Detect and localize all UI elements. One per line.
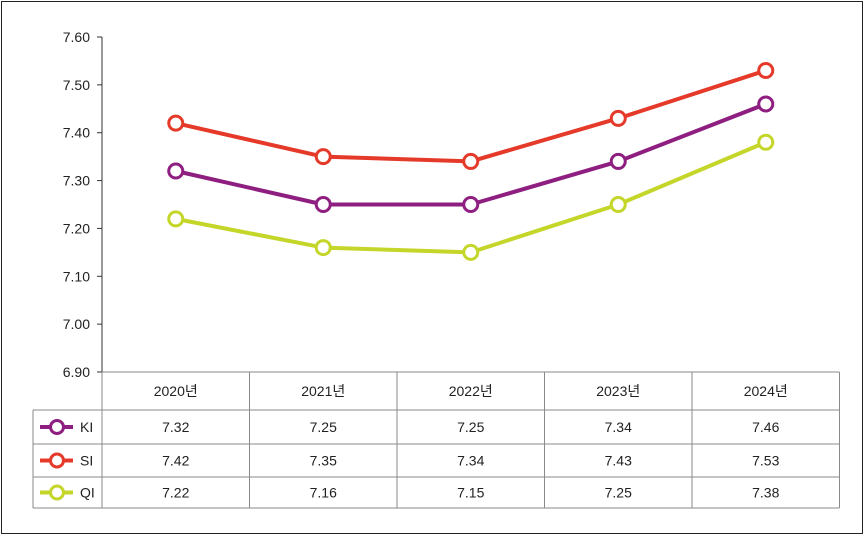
table-value-ki: 7.34 (605, 419, 632, 435)
series-line-si (175, 68, 767, 164)
legend-marker-si (49, 452, 65, 469)
table-value-si: 7.35 (310, 453, 337, 469)
legend-label-si: SI (80, 453, 93, 469)
data-point-si (462, 152, 480, 170)
table-value-qi: 7.15 (457, 485, 484, 501)
table-value-qi: 7.38 (752, 485, 779, 501)
data-point-qi (757, 133, 775, 151)
data-point-si (314, 148, 332, 166)
table-value-qi: 7.25 (605, 485, 632, 501)
data-point-ki (314, 196, 332, 213)
data-point-qi (167, 210, 185, 228)
data-point-si (757, 62, 775, 79)
data-point-qi (609, 196, 627, 213)
x-category-label: 2022년 (449, 383, 493, 399)
table-value-ki: 7.25 (457, 419, 484, 435)
data-point-ki (757, 95, 775, 113)
y-tick-label: 7.30 (63, 173, 90, 189)
y-tick-label: 7.10 (63, 268, 90, 284)
legend-marker-ki (49, 419, 65, 435)
x-category-label: 2021년 (301, 383, 345, 399)
legend-label-ki: KI (80, 419, 93, 435)
legend-marker-qi (49, 484, 65, 501)
x-category-label: 2024년 (744, 383, 788, 399)
y-tick-label: 6.90 (63, 364, 90, 380)
table-value-si: 7.42 (162, 453, 189, 469)
data-point-qi (462, 243, 480, 261)
x-category-label: 2020년 (154, 383, 198, 399)
data-point-ki (462, 196, 480, 213)
data-point-ki (609, 152, 627, 170)
y-tick-label: 7.40 (63, 125, 90, 141)
legend-label-qi: QI (80, 485, 95, 501)
table-value-ki: 7.32 (162, 419, 189, 435)
table-value-si: 7.43 (605, 453, 632, 469)
table-value-qi: 7.22 (162, 485, 189, 501)
table-value-ki: 7.46 (752, 419, 779, 435)
y-tick-label: 7.00 (63, 316, 90, 332)
data-point-ki (167, 162, 185, 180)
table-value-qi: 7.16 (310, 485, 337, 501)
y-tick-label: 7.20 (63, 220, 90, 236)
data-point-qi (314, 239, 332, 257)
y-tick-label: 7.60 (63, 29, 90, 45)
x-category-label: 2023년 (596, 383, 640, 399)
y-tick-label: 7.50 (63, 77, 90, 93)
table-value-si: 7.53 (752, 453, 779, 469)
data-point-si (167, 114, 185, 132)
table-value-si: 7.34 (457, 453, 484, 469)
table-value-ki: 7.25 (310, 419, 337, 435)
data-point-si (609, 109, 627, 127)
